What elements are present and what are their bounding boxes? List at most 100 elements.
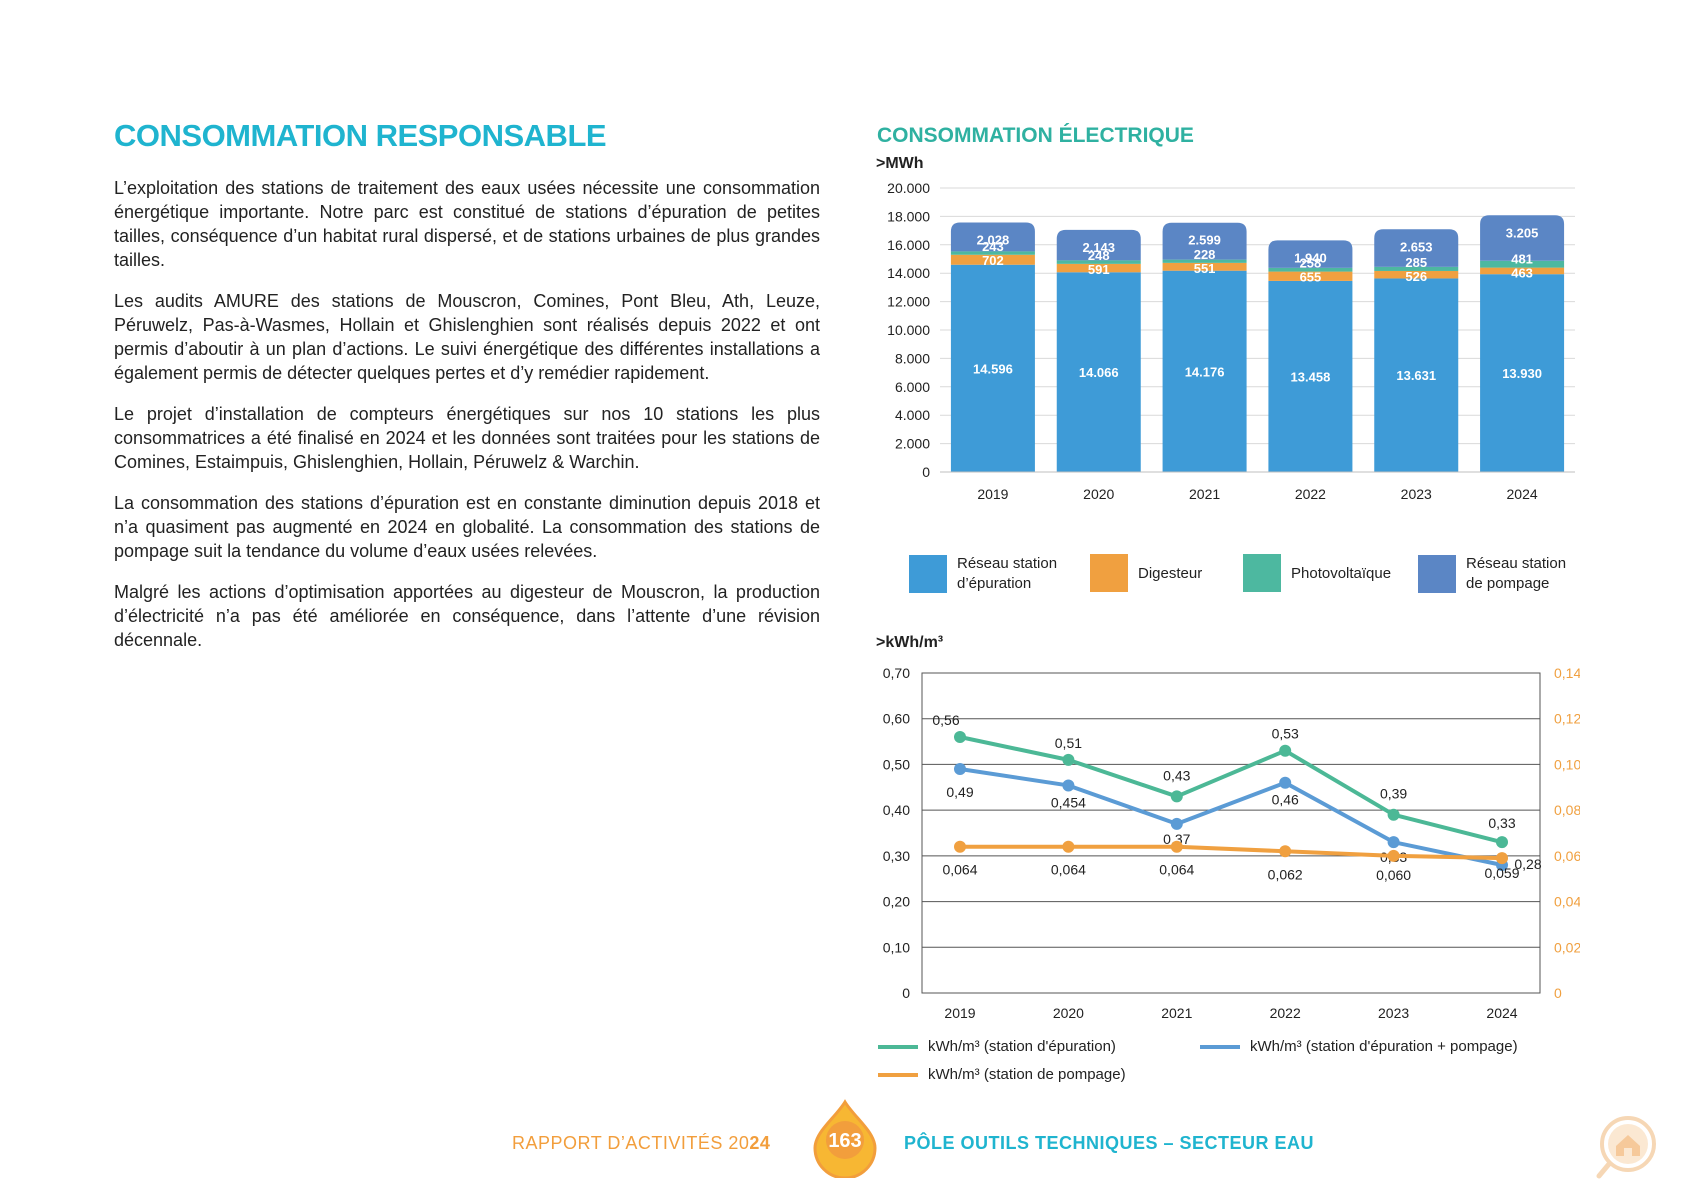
data-point [1062,840,1075,853]
point-label: 0,56 [932,712,959,728]
x-tick-label: 2021 [1161,1005,1192,1021]
y-tick-label-right: 0,08 [1554,802,1580,818]
series-line [960,844,1503,861]
y-tick-label: 6.000 [895,379,930,395]
legend-swatch-photovoltaique [1243,554,1281,592]
data-point [954,731,966,743]
bar-segment [950,264,1035,472]
y-tick-label: 2.000 [895,436,930,452]
data-label: 13.631 [1396,368,1436,383]
data-label: 14.176 [1185,364,1225,379]
bar-segment [1374,229,1459,267]
y-tick-label-right: 0 [1554,985,1562,1001]
legend-item-reseau-epuration: Réseau station d’épuration [909,554,1082,594]
point-label: 0,28 [1514,856,1541,872]
data-point [1279,744,1292,757]
x-tick-label: 2020 [1083,486,1114,502]
data-label: 248 [1088,248,1110,263]
line-chart-legend: kWh/m³ (station d'épuration) kWh/m³ (sta… [870,1038,1590,1098]
y-axis-label: >kWh/m³ [876,634,943,651]
paragraph: Les audits AMURE des stations de Mouscro… [114,291,820,383]
bar-segment [1056,263,1141,273]
legend-swatch-reseau-epuration [909,555,947,593]
point-label: 0,37 [1163,831,1190,847]
body-text: L’exploitation des stations de traitemen… [114,176,820,669]
bar-segment [1056,260,1141,264]
bar-chart-title: CONSOMMATION ÉLECTRIQUE [877,124,1194,147]
x-tick-label: 2022 [1270,1005,1301,1021]
legend-label: kWh/m³ (station de pompage) [928,1066,1126,1083]
paragraph: La consommation des stations d’épuration… [114,493,820,561]
data-label: 655 [1300,270,1322,285]
bar-chart: >MWh 0 2.000 4.000 6.000 8.000 10.000 12.000 14.… [876,155,1575,502]
y-tick-label-right: 0,12 [1554,711,1580,727]
point-label: 0,064 [1051,862,1086,878]
bar-segment [1480,274,1565,472]
data-label: 2.653 [1400,239,1433,254]
data-label: 463 [1511,266,1533,281]
bar-segment [1268,240,1353,268]
footer-report-label: RAPPORT D’ACTIVITÉS 2024 [512,1133,770,1154]
legend-label: kWh/m³ (station d'épuration + pompage) [1250,1038,1518,1055]
data-label: 702 [982,253,1004,268]
data-point [954,763,966,775]
y-tick-label-right: 0,02 [1554,939,1580,955]
y-tick-label-left: 0,50 [883,756,910,772]
bar-segment [950,254,1035,265]
page-number-badge: 163 [813,1099,877,1178]
data-point [1062,779,1075,792]
point-label: 0,33 [1488,815,1515,831]
y-tick-label-right: 0,06 [1554,848,1580,864]
legend-line-swatch [1200,1044,1240,1049]
data-label: 258 [1300,256,1322,271]
bar-chart-legend: Réseau station d’épuration Digesteur Pho… [909,554,1599,598]
y-axis-label: >MWh [876,155,924,172]
data-label: 481 [1511,252,1533,267]
bar-segment [950,251,1035,255]
point-label: 0,49 [946,784,973,800]
legend-line-swatch [878,1044,918,1049]
data-label: 243 [982,239,1004,254]
x-tick-label: 2021 [1189,486,1220,502]
bar-segment [1268,271,1353,281]
legend-item-line-pompage: kWh/m³ (station de pompage) [878,1066,1126,1083]
point-label: 0,062 [1268,866,1303,882]
data-point [1170,817,1183,830]
data-point [1279,845,1292,858]
legend-label: kWh/m³ (station d'épuration) [928,1038,1116,1055]
y-tick-label-right: 0,04 [1554,894,1580,910]
footer-report-text: RAPPORT D’ACTIVITÉS 20 [512,1133,750,1153]
point-label: 0,53 [1272,726,1299,742]
plot-frame [921,672,1541,994]
data-label: 14.596 [973,361,1013,376]
home-search-icon[interactable] [1594,1108,1658,1184]
bar-segment [1162,259,1247,263]
legend-item-digesteur: Digesteur [1090,554,1202,592]
bar-segment [1480,215,1565,261]
legend-swatch-digesteur [1090,554,1128,592]
y-tick-label-left: 0,10 [883,939,910,955]
y-tick-label: 4.000 [895,407,930,423]
data-point [1387,849,1400,862]
x-tick-label: 2023 [1378,1005,1409,1021]
series-line [959,735,1503,845]
legend-swatch-reseau-pompage [1418,555,1456,593]
legend-item-line-epuration-pompage: kWh/m³ (station d'épuration + pompage) [1200,1038,1518,1055]
page-title: CONSOMMATION RESPONSABLE [114,118,607,153]
x-tick-label: 2024 [1507,486,1538,502]
y-tick-label-left: 0,40 [883,802,910,818]
data-label: 3.205 [1506,225,1539,240]
x-tick-label: 2023 [1401,486,1432,502]
y-tick-label-right: 0,14 [1554,665,1580,681]
bar-segment [1268,280,1353,472]
data-point [1496,836,1508,849]
line-chart: >kWh/m³ 0 0,10 0,20 0,30 0,40 0,50 0,60 0,70 0 0,0… [876,634,1580,1021]
data-label: 2.028 [977,233,1010,248]
footer-section: PÔLE OUTILS TECHNIQUES – SECTEUR EAU [904,1133,1315,1153]
point-label: 0,064 [1159,862,1194,878]
data-point [954,840,966,853]
y-tick-label: 12.000 [887,294,930,310]
bar-segment [1480,260,1565,268]
legend-label: Réseau station d’épuration [957,555,1058,592]
y-tick-label: 10.000 [887,322,930,338]
